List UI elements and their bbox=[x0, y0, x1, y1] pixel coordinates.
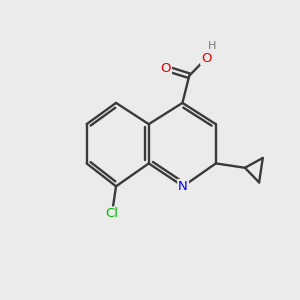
Text: O: O bbox=[201, 52, 211, 64]
Text: N: N bbox=[178, 180, 188, 193]
Text: Cl: Cl bbox=[105, 208, 119, 220]
Text: H: H bbox=[208, 41, 217, 51]
Text: O: O bbox=[160, 62, 171, 75]
